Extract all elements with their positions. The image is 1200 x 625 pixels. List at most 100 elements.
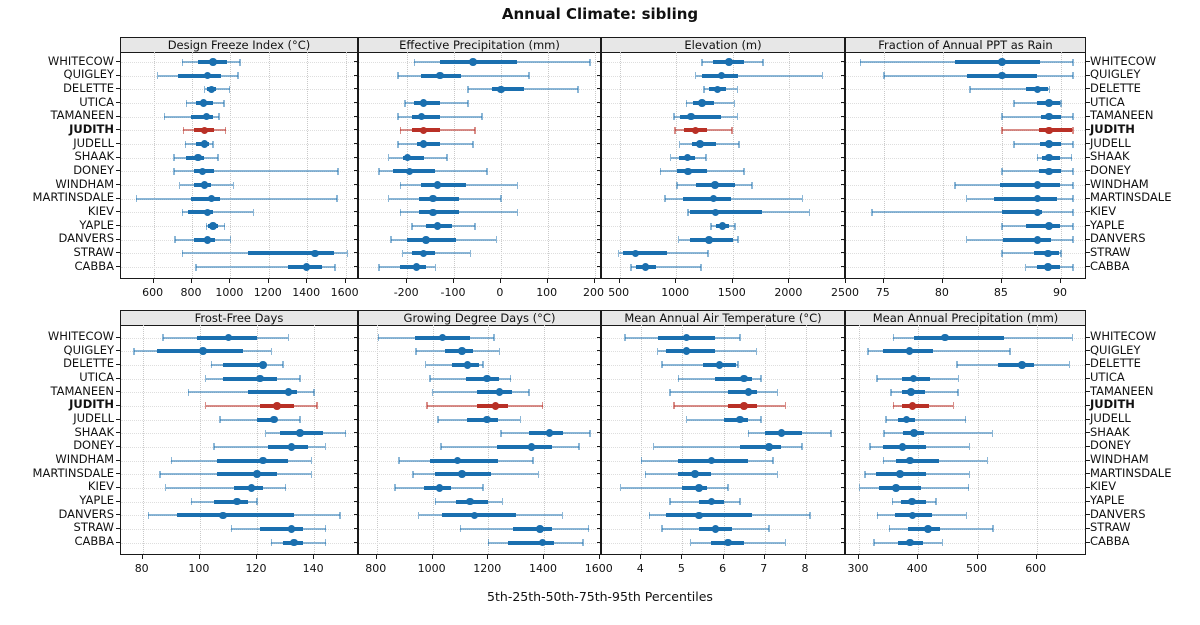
whisker-cap-low (500, 429, 502, 437)
axis-tick (152, 279, 154, 283)
axis-tick (805, 555, 806, 559)
row-tick (841, 197, 845, 199)
station-label-left-delette: DELETTE (63, 80, 114, 95)
row-tick (1086, 74, 1090, 76)
axis-tick (141, 555, 143, 559)
gridline-horizontal (121, 89, 357, 91)
median-dot (194, 153, 202, 162)
whisker-cap-high (1070, 154, 1073, 162)
axis-tick (198, 555, 200, 559)
axis-tick-label: 100 (536, 286, 558, 299)
station-label-right-danvers: DANVERS (1090, 506, 1146, 521)
median-dot (713, 85, 722, 94)
median-dot (311, 249, 319, 258)
row-tick (354, 459, 358, 461)
median-dot (924, 525, 932, 533)
median-dot (419, 99, 428, 107)
median-dot (1033, 208, 1042, 217)
whisker-cap-low (883, 72, 885, 80)
whisker-cap-low (426, 402, 428, 410)
median-dot (909, 374, 918, 383)
axis-tick (344, 279, 346, 283)
iqr-bar (442, 513, 517, 518)
whisker-cap-high (528, 388, 530, 396)
row-tick (1086, 514, 1090, 516)
whisker-cap-high (801, 443, 803, 451)
median-dot (908, 497, 916, 506)
whisker-cap-low (264, 429, 267, 437)
whisker-cap-high (808, 208, 810, 216)
row-tick (1086, 363, 1090, 365)
station-label-left-doney: DONEY (73, 162, 114, 177)
iqr-bar (690, 210, 762, 215)
row-tick (354, 252, 358, 254)
iqr-bar (1001, 210, 1043, 215)
axis-tick (941, 279, 943, 283)
whisker-line (1001, 115, 1073, 118)
median-dot (908, 402, 917, 410)
axis-tick (598, 555, 600, 559)
whisker-cap-low (387, 154, 390, 162)
whisker-cap-low (399, 181, 401, 189)
row-tick (841, 129, 845, 131)
median-dot (469, 58, 477, 66)
station-label-left-danvers: DANVERS (58, 231, 114, 246)
axis-tick-label: 500 (966, 562, 987, 575)
iqr-bar (466, 376, 500, 381)
whisker-line (867, 350, 1010, 353)
median-dot (1045, 140, 1053, 148)
whisker-cap-low (888, 525, 890, 533)
median-dot (696, 140, 704, 148)
axis-tick (453, 279, 454, 283)
station-label-right-quigley: QUIGLEY (1090, 67, 1141, 82)
whisker-cap-low (399, 126, 401, 134)
station-label-left-yaple: YAPLE (79, 217, 114, 232)
whisker-cap-high (1072, 167, 1074, 175)
whisker-cap-low (876, 375, 878, 382)
gridline-horizontal (121, 433, 357, 435)
median-dot (497, 85, 505, 94)
row-tick (841, 184, 845, 185)
row-tick (841, 336, 845, 338)
row-tick (354, 418, 358, 420)
median-dot (687, 112, 695, 121)
station-label-right-kiev: KIEV (1090, 479, 1117, 494)
station-label-left-cabba: CABBA (74, 534, 114, 548)
median-dot (907, 388, 915, 396)
row-tick (116, 225, 120, 226)
whisker-line (664, 197, 803, 200)
station-label-right-shaak: SHAAK (1090, 424, 1130, 439)
axis-tick (306, 279, 308, 283)
row-tick (1086, 486, 1090, 488)
whisker-line (620, 486, 728, 489)
whisker-cap-high (991, 429, 994, 437)
median-dot (902, 415, 911, 424)
row-tick (1086, 350, 1090, 352)
row-tick (1086, 377, 1090, 379)
axis-tick-label: 6 (719, 562, 727, 575)
gridline-vertical (682, 325, 684, 554)
row-tick (354, 88, 358, 90)
whisker-cap-high (821, 72, 823, 80)
station-label-left-martinsdale: MARTINSDALE (32, 190, 114, 205)
whisker-cap-low (431, 388, 434, 396)
gridline-vertical (764, 325, 766, 554)
station-label-right-martinsdale: MARTINSDALE (1090, 465, 1172, 480)
gridline-horizontal (846, 253, 1085, 255)
station-label-right-utica: UTICA (1090, 94, 1125, 109)
whisker-cap-low (969, 85, 971, 93)
whisker-cap-low (656, 347, 659, 355)
row-tick (116, 363, 120, 365)
whisker-cap-high (500, 195, 502, 203)
median-dot (433, 181, 442, 189)
whisker-cap-low (669, 154, 672, 162)
axis-tick (593, 279, 595, 283)
gridline-horizontal (846, 144, 1085, 145)
station-label-right-whitecow: WHITECOW (1090, 329, 1157, 343)
whisker-cap-high (469, 249, 472, 257)
axis-tick-label: 2500 (831, 286, 859, 299)
axis-tick (406, 279, 408, 283)
median-dot (711, 525, 720, 533)
whisker-cap-high (964, 416, 967, 423)
iqr-bar (895, 458, 940, 463)
